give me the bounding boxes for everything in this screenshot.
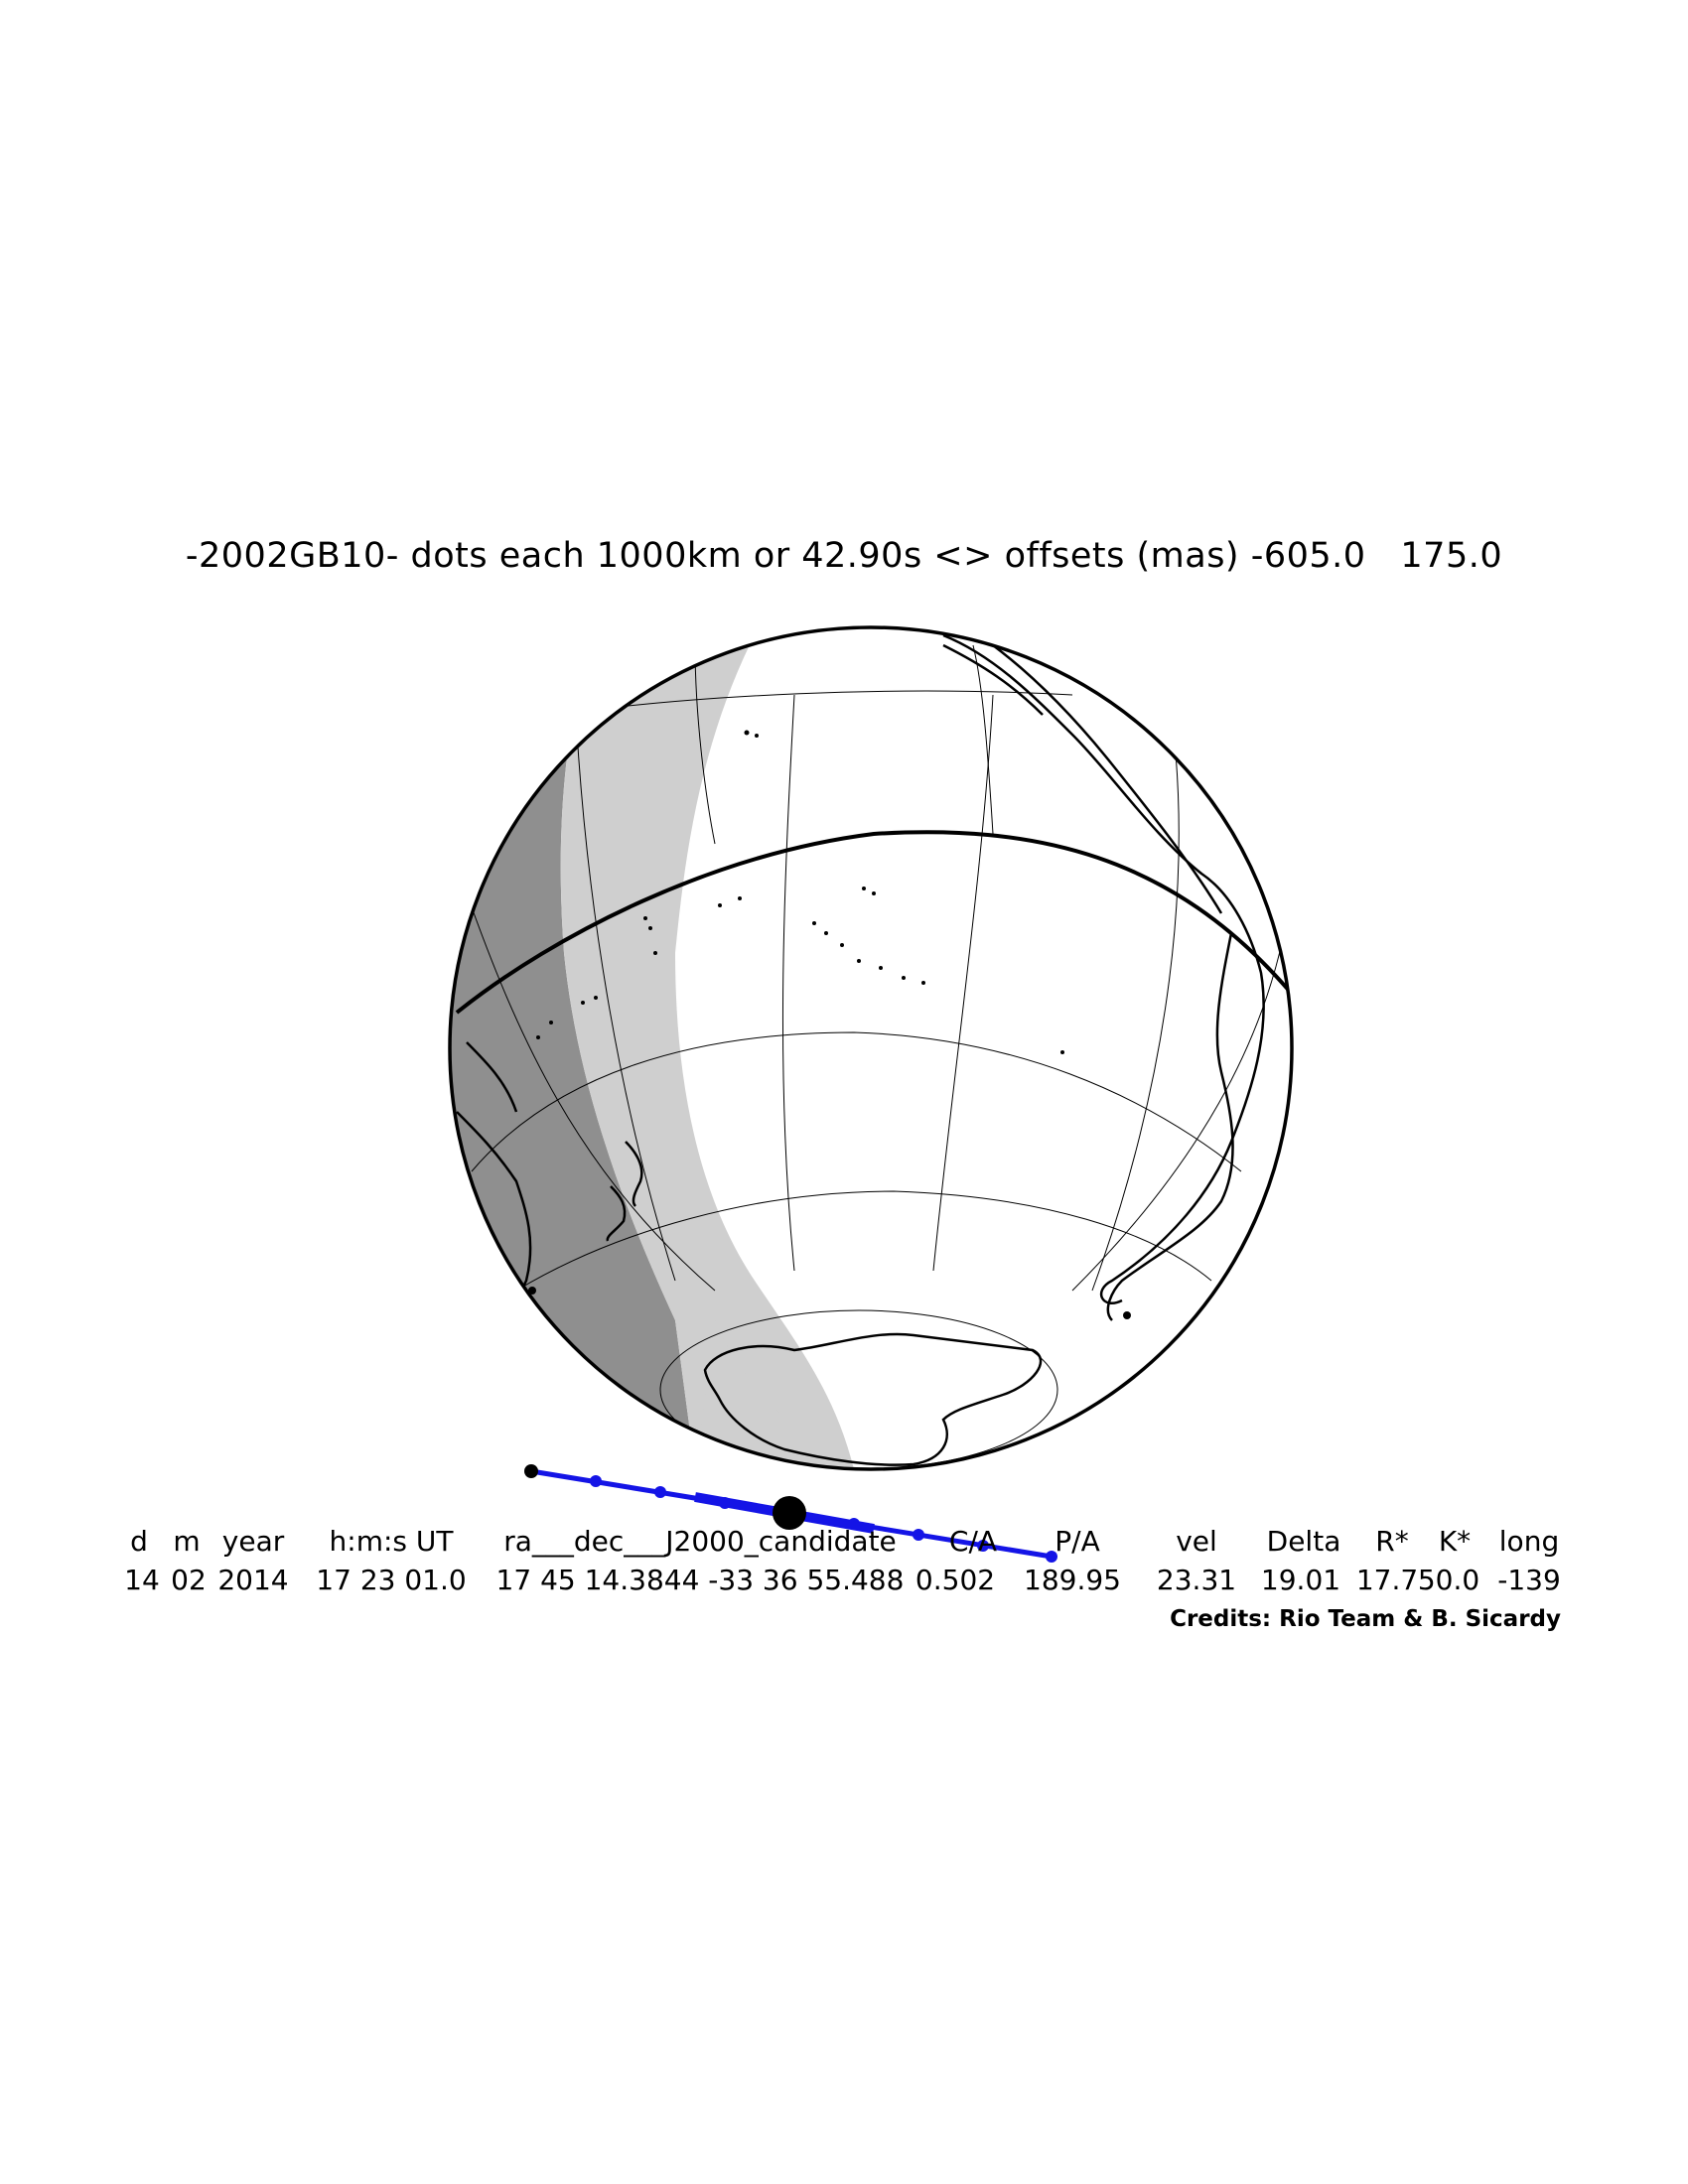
track-dot bbox=[719, 1497, 731, 1509]
header-ca: C/A bbox=[948, 1525, 998, 1558]
meridian-7 bbox=[694, 644, 716, 845]
track-dot bbox=[977, 1540, 989, 1552]
globe-outline bbox=[448, 625, 1294, 1471]
credits: Credits: Rio Team & B. Sicardy bbox=[1170, 1606, 1561, 1632]
track-dot bbox=[654, 1486, 666, 1498]
value-long: -139 bbox=[1497, 1564, 1561, 1596]
coast-americas bbox=[942, 633, 1265, 1304]
value-hms-ut: 17 23 01.0 bbox=[316, 1564, 467, 1596]
parallel-south-3 bbox=[659, 1309, 1058, 1469]
occultation-track bbox=[524, 1464, 1057, 1563]
track-dot bbox=[1046, 1551, 1057, 1563]
coast-new-zealand-north bbox=[625, 1141, 643, 1207]
value-delta: 19.01 bbox=[1260, 1564, 1341, 1596]
closest-approach-marker bbox=[773, 1496, 806, 1530]
value-k-star: 50.0 bbox=[1417, 1564, 1480, 1596]
track-dot bbox=[524, 1464, 538, 1478]
header-hms-ut: h:m:s UT bbox=[329, 1525, 454, 1558]
map-title: -2002GB10- dots each 1000km or 42.90s <>… bbox=[185, 536, 1503, 576]
value-year: 2014 bbox=[217, 1564, 289, 1596]
shadow-band-light-cap bbox=[695, 1320, 854, 1469]
parallel-south-1 bbox=[471, 1031, 1242, 1172]
value-ra-dec: 17 45 14.3844 -33 36 55.488 bbox=[495, 1564, 905, 1596]
value-m: 02 bbox=[171, 1564, 207, 1596]
header-pa: P/A bbox=[1055, 1525, 1100, 1558]
meridian-2 bbox=[781, 694, 795, 1272]
islands bbox=[528, 730, 1131, 1319]
track-dot bbox=[590, 1475, 602, 1487]
value-r-star: 17.7 bbox=[1355, 1564, 1419, 1596]
coast-south-america bbox=[1106, 932, 1234, 1321]
header-long: long bbox=[1498, 1525, 1560, 1558]
parallel-south-2 bbox=[515, 1190, 1212, 1292]
shadow-band-light bbox=[560, 627, 854, 1469]
value-d: 14 bbox=[124, 1564, 160, 1596]
coast-new-zealand-south bbox=[606, 1185, 627, 1242]
header-ra-dec: ra___dec___J2000_candidate bbox=[503, 1525, 897, 1558]
meridian-4 bbox=[1091, 714, 1180, 1292]
header-k-star: K* bbox=[1438, 1525, 1472, 1558]
header-m: m bbox=[173, 1525, 201, 1558]
meridian-3 bbox=[932, 694, 994, 1272]
meridian-1 bbox=[575, 714, 676, 1282]
header-d: d bbox=[130, 1525, 148, 1558]
value-vel: 23.31 bbox=[1156, 1564, 1237, 1596]
value-ca: 0.502 bbox=[914, 1564, 996, 1596]
meridian-8 bbox=[972, 644, 994, 835]
coast-americas-inner bbox=[992, 644, 1223, 914]
header-vel: vel bbox=[1176, 1525, 1217, 1558]
coast-antarctica bbox=[703, 1332, 1043, 1466]
equator bbox=[455, 830, 1292, 1015]
header-year: year bbox=[221, 1525, 285, 1558]
track-dot bbox=[913, 1529, 924, 1541]
header-r-star: R* bbox=[1375, 1525, 1409, 1558]
header-delta: Delta bbox=[1266, 1525, 1341, 1558]
coast-asia bbox=[942, 643, 1044, 716]
track-dot bbox=[848, 1518, 860, 1530]
value-pa: 189.95 bbox=[1024, 1564, 1121, 1596]
coast-australia-east bbox=[466, 1041, 518, 1113]
